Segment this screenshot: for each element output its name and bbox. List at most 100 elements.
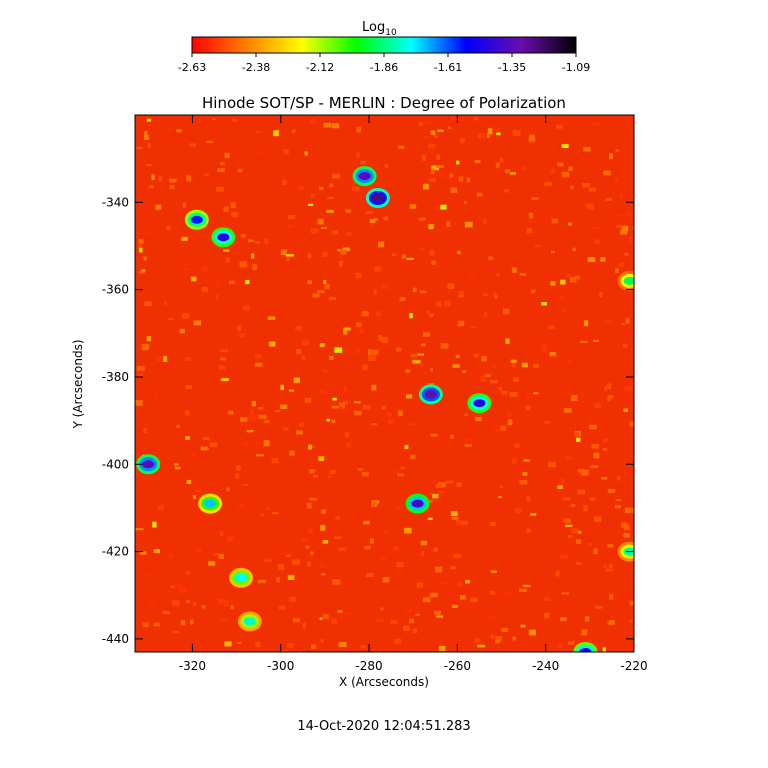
heatmap-cell bbox=[321, 572, 326, 576]
heatmap-cell bbox=[474, 160, 481, 163]
heatmap-cell bbox=[523, 459, 530, 462]
heatmap-cell bbox=[193, 601, 197, 606]
heatmap-cell bbox=[571, 259, 578, 263]
heatmap-cell bbox=[239, 333, 246, 338]
heatmap-cell bbox=[263, 440, 270, 447]
polarization-feature bbox=[217, 233, 230, 242]
heatmap-cell bbox=[579, 340, 588, 343]
heatmap-cell bbox=[624, 253, 629, 256]
heatmap-cell bbox=[258, 406, 264, 410]
heatmap-cell bbox=[540, 347, 548, 353]
heatmap-cell bbox=[583, 415, 588, 418]
polarization-feature bbox=[411, 499, 424, 508]
heatmap-cell bbox=[457, 581, 462, 587]
heatmap-cell bbox=[464, 413, 468, 416]
heatmap-cell bbox=[281, 249, 287, 253]
heatmap-cell bbox=[528, 629, 536, 636]
heatmap-cell bbox=[390, 620, 398, 624]
heatmap-cell bbox=[615, 499, 621, 502]
heatmap-cell bbox=[500, 205, 505, 208]
heatmap-cell bbox=[434, 610, 441, 615]
heatmap-cell bbox=[582, 203, 590, 208]
heatmap-cell bbox=[237, 325, 241, 332]
heatmap-cell bbox=[308, 444, 313, 450]
heatmap-cell bbox=[257, 579, 266, 583]
heatmap-cell bbox=[371, 423, 377, 426]
polarization-feature bbox=[190, 215, 203, 224]
y-tick-label: -400 bbox=[102, 457, 129, 471]
heatmap-cell bbox=[512, 130, 521, 136]
heatmap-cell bbox=[186, 479, 192, 484]
heatmap-cell bbox=[452, 517, 459, 520]
heatmap-cell bbox=[345, 209, 351, 213]
heatmap-cell bbox=[409, 204, 417, 209]
heatmap-cell bbox=[625, 211, 631, 218]
heatmap-cell bbox=[603, 319, 612, 324]
heatmap-cell bbox=[305, 545, 310, 549]
heatmap-cell bbox=[621, 322, 625, 326]
heatmap-cell bbox=[307, 203, 314, 206]
heatmap-cell bbox=[269, 341, 276, 347]
heatmap-cell bbox=[192, 452, 196, 457]
heatmap-cell bbox=[200, 446, 208, 451]
heatmap-cell bbox=[400, 466, 405, 470]
heatmap-cell bbox=[343, 327, 351, 331]
heatmap-cell bbox=[136, 146, 143, 149]
heatmap-cell bbox=[343, 612, 352, 616]
heatmap-cell bbox=[563, 518, 571, 523]
heatmap-cell bbox=[318, 389, 327, 394]
heatmap-cell bbox=[217, 168, 225, 172]
heatmap-cell bbox=[593, 548, 598, 554]
heatmap-cell bbox=[583, 505, 588, 512]
heatmap-cell bbox=[193, 320, 202, 326]
heatmap-cell bbox=[215, 294, 219, 300]
heatmap-cell bbox=[138, 244, 142, 250]
heatmap-cell bbox=[346, 232, 353, 236]
heatmap-cell bbox=[460, 138, 465, 143]
heatmap-cell bbox=[557, 485, 563, 489]
heatmap-cell bbox=[433, 135, 438, 138]
heatmap-cell bbox=[163, 355, 168, 362]
heatmap-cell bbox=[381, 284, 389, 290]
heatmap-cell bbox=[174, 463, 179, 466]
heatmap-cell bbox=[452, 604, 458, 608]
heatmap-cell bbox=[409, 423, 417, 426]
heatmap-cell bbox=[560, 554, 568, 559]
heatmap-cell bbox=[301, 340, 309, 346]
heatmap-cell bbox=[343, 330, 348, 335]
heatmap-cell bbox=[595, 606, 603, 609]
heatmap-cell bbox=[561, 144, 569, 148]
heatmap-cell bbox=[225, 257, 230, 263]
heatmap-cell bbox=[430, 592, 438, 598]
heatmap-cell bbox=[361, 311, 369, 317]
heatmap-cell bbox=[401, 254, 406, 259]
heatmap-cell bbox=[364, 545, 371, 550]
polarization-feature bbox=[204, 499, 217, 508]
heatmap-cell bbox=[137, 149, 141, 152]
heatmap-cell bbox=[179, 328, 185, 334]
heatmap-cell bbox=[220, 357, 227, 361]
heatmap-cell bbox=[346, 442, 351, 448]
heatmap-cell bbox=[550, 169, 555, 174]
heatmap-cell bbox=[515, 507, 522, 514]
heatmap-cell bbox=[504, 189, 509, 193]
heatmap-cell bbox=[143, 256, 147, 261]
heatmap-cell bbox=[621, 225, 629, 232]
heatmap-cell bbox=[589, 497, 595, 501]
heatmap-cell bbox=[271, 457, 279, 464]
heatmap-cell bbox=[327, 196, 334, 199]
heatmap-cell bbox=[301, 355, 306, 360]
heatmap-cell bbox=[634, 333, 637, 337]
heatmap-cell bbox=[244, 280, 250, 285]
heatmap-cell bbox=[521, 362, 528, 368]
heatmap-cell bbox=[473, 353, 479, 358]
polarization-feature bbox=[142, 460, 155, 469]
heatmap-cell bbox=[287, 643, 294, 648]
heatmap-cell bbox=[212, 118, 216, 121]
heatmap-cell bbox=[285, 254, 294, 257]
heatmap-cell bbox=[495, 162, 500, 168]
heatmap-cell bbox=[474, 637, 481, 643]
heatmap-cell bbox=[589, 424, 597, 430]
heatmap-cell bbox=[220, 378, 229, 382]
heatmap-cell bbox=[344, 432, 350, 439]
